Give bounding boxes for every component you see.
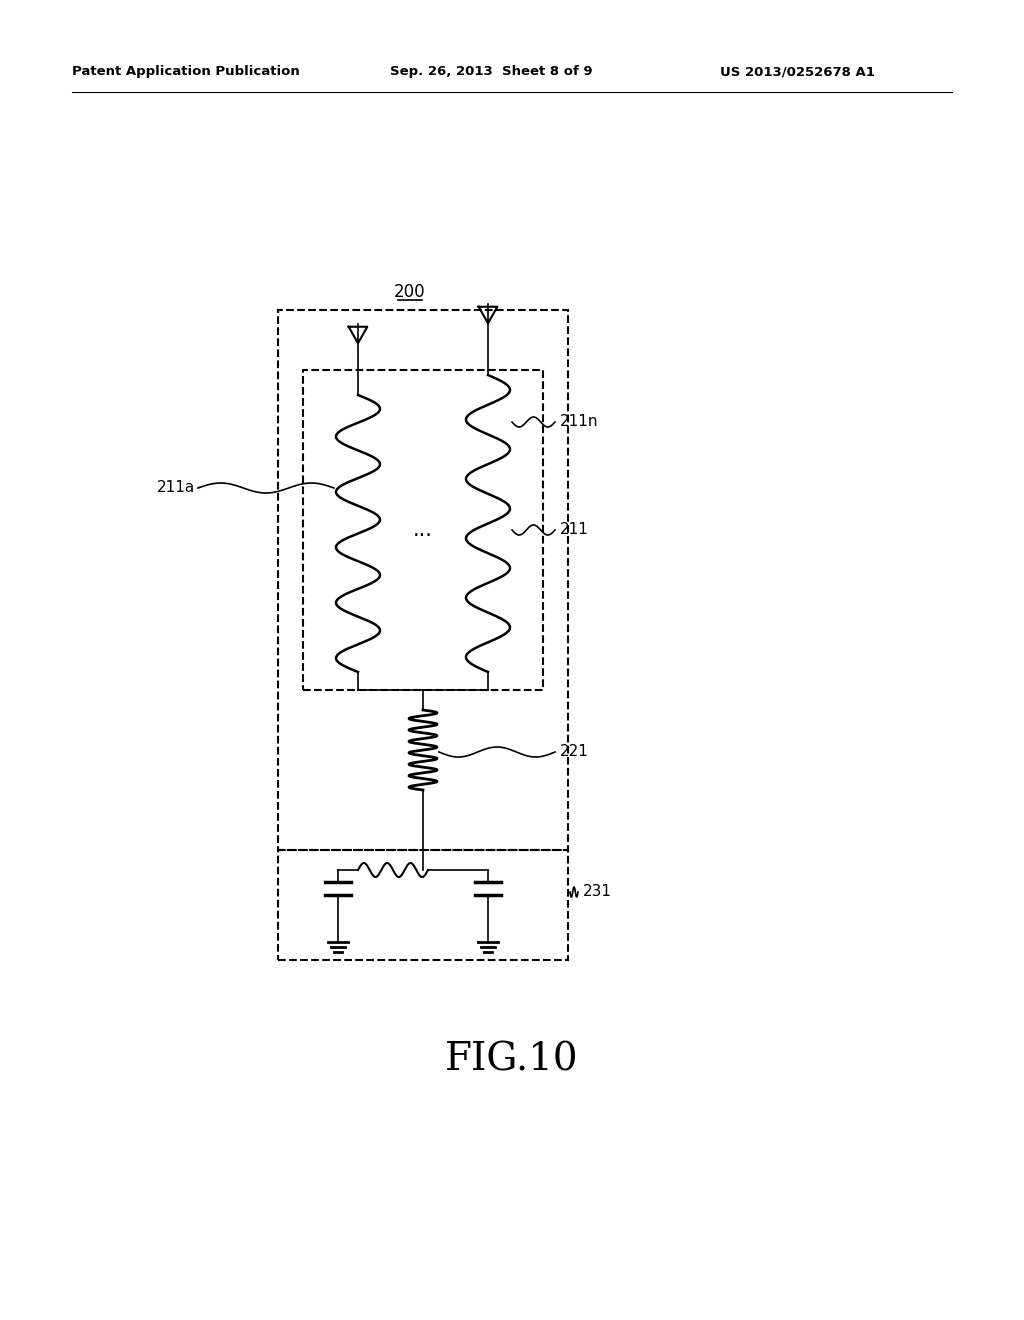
Bar [278, 850, 568, 960]
Text: 211: 211 [560, 523, 589, 537]
Text: FIG.10: FIG.10 [445, 1041, 579, 1078]
Bar [303, 370, 543, 690]
Text: US 2013/0252678 A1: US 2013/0252678 A1 [720, 66, 874, 78]
Text: 221: 221 [560, 744, 589, 759]
Text: 211a: 211a [157, 480, 195, 495]
Text: Sep. 26, 2013  Sheet 8 of 9: Sep. 26, 2013 Sheet 8 of 9 [390, 66, 593, 78]
Text: ...: ... [413, 520, 433, 540]
Text: 200: 200 [394, 282, 426, 301]
Text: 211n: 211n [560, 414, 598, 429]
Bar [278, 310, 568, 850]
Text: 231: 231 [583, 884, 612, 899]
Text: Patent Application Publication: Patent Application Publication [72, 66, 300, 78]
